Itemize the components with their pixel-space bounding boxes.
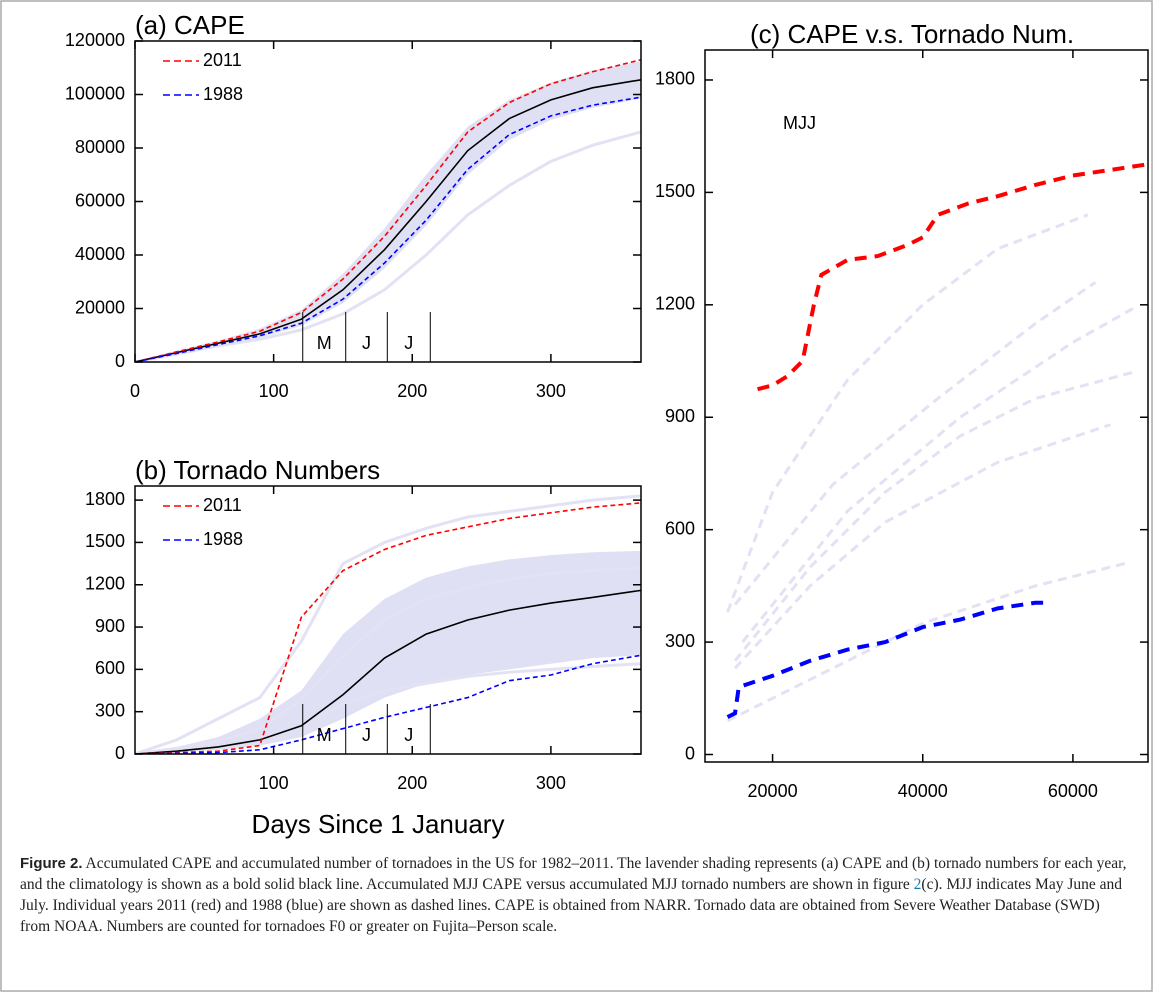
x-axis-label: Days Since 1 January — [252, 809, 505, 839]
x-tick-label: 300 — [536, 381, 566, 401]
band — [135, 550, 641, 754]
y-tick-label: 1500 — [655, 181, 695, 201]
y-tick-label: 0 — [115, 743, 125, 763]
legend-label: 1988 — [203, 529, 243, 549]
month-label: J — [404, 333, 413, 353]
plot-frame — [134, 485, 642, 755]
x-tick-label: 20000 — [748, 781, 798, 801]
month-label: J — [404, 725, 413, 745]
series-line — [135, 78, 641, 362]
series-line — [733, 370, 1134, 662]
y-tick-label: 900 — [95, 616, 125, 636]
x-tick-label: 100 — [259, 381, 289, 401]
caption-text: Accumulated CAPE and accumulated number … — [20, 855, 1127, 893]
caption-label: Figure 2. — [20, 855, 83, 872]
y-tick-label: 0 — [115, 351, 125, 371]
y-tick-label: 1200 — [85, 573, 125, 593]
legend-label: 1988 — [203, 84, 243, 104]
x-tick-label: 300 — [536, 773, 566, 793]
annotation: MJJ — [783, 113, 816, 133]
y-tick-label: 40000 — [75, 244, 125, 264]
y-tick-label: 80000 — [75, 137, 125, 157]
chart-title: (c) CAPE v.s. Tornado Num. — [750, 19, 1074, 49]
y-tick-label: 120000 — [65, 30, 125, 50]
y-tick-label: 1500 — [85, 531, 125, 551]
y-tick-label: 300 — [665, 631, 695, 651]
series-line — [757, 162, 1148, 392]
y-tick-label: 0 — [685, 743, 695, 763]
y-tick-label: 600 — [95, 658, 125, 678]
series-line — [726, 561, 1126, 723]
x-tick-label: 100 — [259, 773, 289, 793]
band — [135, 61, 641, 362]
y-tick-label: 900 — [665, 406, 695, 426]
month-label: M — [317, 725, 332, 745]
x-tick-label: 200 — [397, 773, 427, 793]
series-line — [733, 281, 1097, 606]
legend-label: 2011 — [203, 495, 242, 515]
plot-frame — [704, 49, 1149, 763]
legend-label: 2011 — [203, 50, 242, 70]
y-tick-label: 20000 — [75, 297, 125, 317]
series-line — [135, 566, 641, 754]
chart-title: (b) Tornado Numbers — [135, 455, 380, 485]
series-line — [741, 307, 1134, 644]
x-tick-label: 40000 — [898, 781, 948, 801]
month-label: J — [362, 333, 371, 353]
x-tick-label: 200 — [397, 381, 427, 401]
month-label: J — [362, 725, 371, 745]
series-line — [135, 589, 641, 754]
month-label: M — [317, 333, 332, 353]
y-tick-label: 300 — [95, 700, 125, 720]
series-line — [733, 423, 1111, 670]
x-tick-label: 60000 — [1048, 781, 1098, 801]
caption: Figure 2. Accumulated CAPE and accumulat… — [20, 853, 1130, 937]
chart-title: (a) CAPE — [135, 10, 245, 40]
y-tick-label: 60000 — [75, 190, 125, 210]
figure-ref[interactable]: 2 — [913, 876, 922, 893]
y-tick-label: 100000 — [65, 83, 125, 103]
y-tick-label: 1200 — [655, 294, 695, 314]
caption-text: (c). MJJ indicates May June and July. In… — [20, 876, 1123, 935]
series-line — [135, 96, 641, 362]
series-line — [726, 600, 1051, 719]
series-line — [135, 502, 641, 754]
y-tick-label: 1800 — [655, 69, 695, 89]
series-line — [135, 130, 641, 362]
y-tick-label: 1800 — [85, 489, 125, 509]
y-tick-label: 600 — [665, 518, 695, 538]
series-line — [135, 494, 641, 754]
series-line — [726, 213, 1089, 613]
x-tick-label: 0 — [130, 381, 140, 401]
series-line — [135, 654, 641, 754]
